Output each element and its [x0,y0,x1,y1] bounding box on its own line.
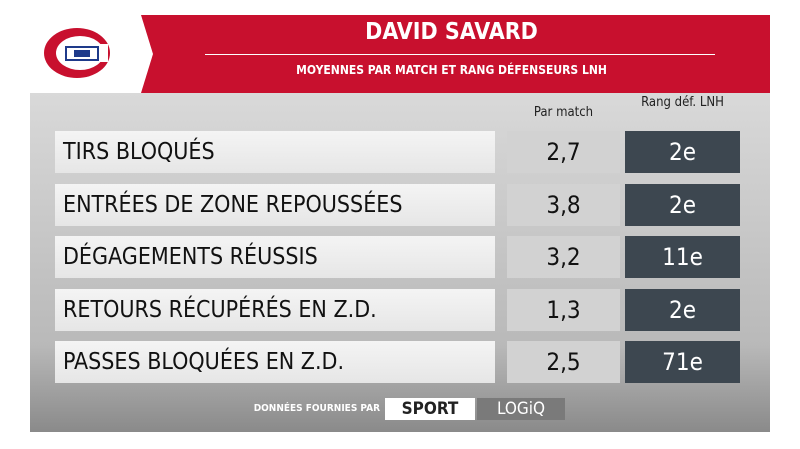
banner-notch [133,15,153,93]
per-game: 2,5 [507,341,620,383]
rank: 2e [625,131,740,173]
row-label: RETOURS RÉCUPÉRÉS EN Z.D. [55,288,495,331]
rank: 71e [625,341,740,383]
subtitle: MOYENNES PAR MATCH ET RANG DÉFENSEURS LN… [296,63,607,77]
logo-h-bar [74,50,90,57]
brand: LOGiQ [477,398,565,420]
row-label: ENTRÉES DE ZONE REPOUSSÉES [55,183,495,226]
team-logo [44,28,110,78]
per-game: 3,2 [507,236,620,278]
per-game: 3,8 [507,183,620,226]
title: DAVID SAVARD [365,19,538,45]
column-header: Par match [533,105,594,120]
brand: SPORT [385,398,475,420]
credit: DONNÉES FOURNIES PAR [253,403,380,414]
rank: 2e [625,288,740,331]
column-header: Rang déf. LNH [641,95,724,110]
logo-box [30,15,125,93]
rank: 11e [625,236,740,278]
per-game: 1,3 [507,288,620,331]
rank: 2e [625,183,740,226]
row-label: TIRS BLOQUÉS [55,131,495,173]
rule [205,54,715,55]
row-label: PASSES BLOQUÉES EN Z.D. [55,341,495,383]
row-label: DÉGAGEMENTS RÉUSSIS [55,236,495,278]
per-game: 2,7 [507,131,620,173]
